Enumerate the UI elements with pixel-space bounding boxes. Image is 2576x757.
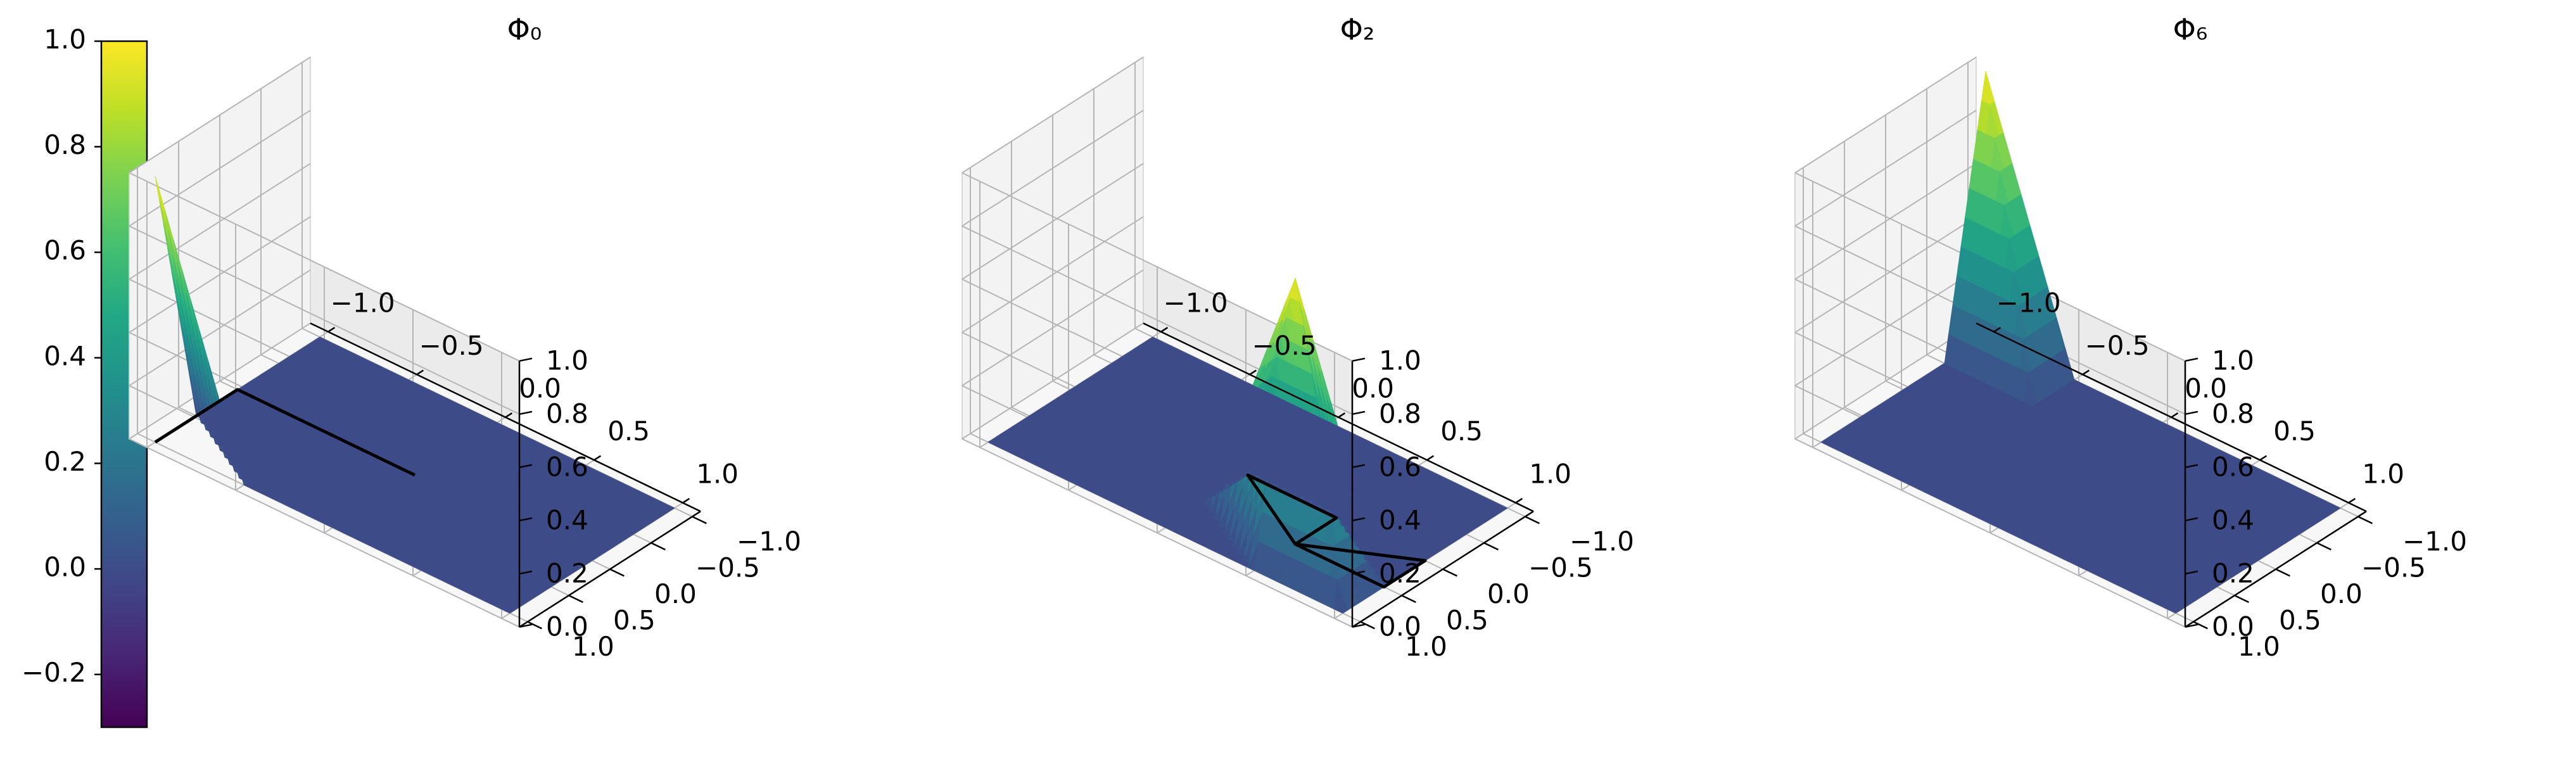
subplot-phi-0: −1.0−0.50.00.51.0−1.0−0.50.00.51.00.00.2… (128, 13, 801, 662)
z-tick-label: 0.8 (1379, 398, 1421, 429)
z-tick (519, 357, 533, 362)
grid-line (129, 269, 311, 386)
grid-line (961, 438, 1353, 628)
grid-line (961, 163, 1144, 280)
y-tick (609, 568, 625, 577)
colorbar-tick-label: −0.2 (22, 657, 86, 688)
x-tick-label: 1.0 (1529, 458, 1571, 489)
y-tick (1483, 542, 1499, 550)
colorbar-tick-label: 1.0 (44, 24, 86, 55)
z-tick-label: 0.0 (1379, 611, 1421, 642)
y-tick (568, 594, 583, 603)
z-tick (519, 464, 533, 469)
x-tick-label: −1.0 (331, 287, 395, 318)
z-tick-label: 0.8 (546, 398, 588, 429)
grid-line (129, 216, 311, 333)
y-tick (1525, 516, 1540, 525)
grid-line (961, 110, 1144, 227)
subplot-title: Φ₀ (507, 13, 542, 47)
y-tick (1401, 594, 1416, 603)
support-outline (154, 388, 416, 477)
z-tick (1352, 357, 1366, 362)
z-tick-label: 0.0 (546, 611, 588, 642)
x-tick-label: 0.5 (607, 416, 650, 447)
grid-line (129, 322, 311, 440)
grid-line (129, 172, 520, 362)
surface-patch (661, 503, 675, 511)
z-tick (1352, 410, 1366, 416)
colorbar: 1.0 0.8 0.6 0.4 0.2 0.0 −0.2 (22, 24, 148, 728)
colorbar-tick-label: 0.2 (44, 446, 86, 477)
grid-line (129, 110, 311, 227)
y-tick (1442, 568, 1457, 577)
z-tick-label: 0.4 (546, 504, 588, 535)
y-tick-label: −0.5 (1528, 552, 1593, 583)
x-tick (1515, 498, 1523, 504)
z-tick-label: 0.4 (1379, 504, 1421, 535)
colorbar-tick-label: 0.8 (44, 129, 86, 160)
colorbar-tick-label: 0.4 (44, 340, 86, 371)
grid-line (129, 438, 520, 628)
x-tick (505, 412, 513, 418)
grid-line (961, 269, 1144, 386)
subplot-phi-6: −1.0−0.50.00.51.0−1.0−0.50.00.51.00.00.2… (1794, 13, 2467, 662)
x-tick-label: 0.0 (519, 372, 561, 404)
grid-line (129, 225, 520, 415)
y-tick-label: 0.0 (1487, 578, 1530, 609)
z-tick-label: 0.2 (546, 557, 588, 588)
x-tick-label: −0.5 (1252, 330, 1317, 361)
surface (987, 277, 1508, 614)
x-tick-label: 0.5 (1440, 416, 1483, 447)
x-tick (327, 327, 336, 333)
grid-line (129, 163, 311, 280)
subplot-phi-2: −1.0−0.50.00.51.0−1.0−0.50.00.51.00.00.2… (961, 13, 1634, 662)
z-tick-label: 1.0 (1379, 345, 1421, 376)
colorbar-tick-label: 0.6 (44, 235, 86, 266)
surface-patch (1981, 70, 1995, 105)
z-tick (519, 410, 533, 416)
x-tick-label: −1.0 (1164, 287, 1228, 318)
grid-line (129, 56, 311, 174)
x-tick (593, 455, 602, 461)
y-tick-label: −1.0 (737, 526, 801, 557)
x-tick-label: 1.0 (696, 458, 739, 489)
z-tick-label: 0.2 (1379, 557, 1421, 588)
y-tick (650, 542, 666, 550)
y-tick-label: 1.0 (572, 631, 614, 662)
y-tick (692, 516, 707, 525)
x-tick-label: −0.5 (419, 330, 484, 361)
y-tick-label: −0.5 (695, 552, 760, 583)
z-tick (519, 517, 533, 522)
y-tick (527, 621, 542, 630)
y-tick-label: 0.0 (654, 578, 697, 609)
x-tick (1426, 455, 1435, 461)
x-tick (416, 369, 424, 376)
z-tick-label: 0.6 (1379, 451, 1421, 482)
z-tick-label: 1.0 (546, 345, 588, 376)
colorbar-tick-label: 0.0 (44, 552, 86, 583)
y-tick-label: 0.5 (1446, 604, 1488, 635)
z-tick (519, 570, 533, 575)
subplot-title: Φ₂ (1340, 13, 1375, 47)
grid-line (961, 216, 1144, 333)
z-tick-label: 0.6 (546, 451, 588, 482)
grid-line (961, 56, 1144, 174)
y-tick-label: 0.5 (613, 604, 656, 635)
surface (155, 175, 675, 614)
z-tick (519, 623, 533, 628)
grid-line (961, 322, 1144, 440)
x-tick (682, 498, 690, 504)
